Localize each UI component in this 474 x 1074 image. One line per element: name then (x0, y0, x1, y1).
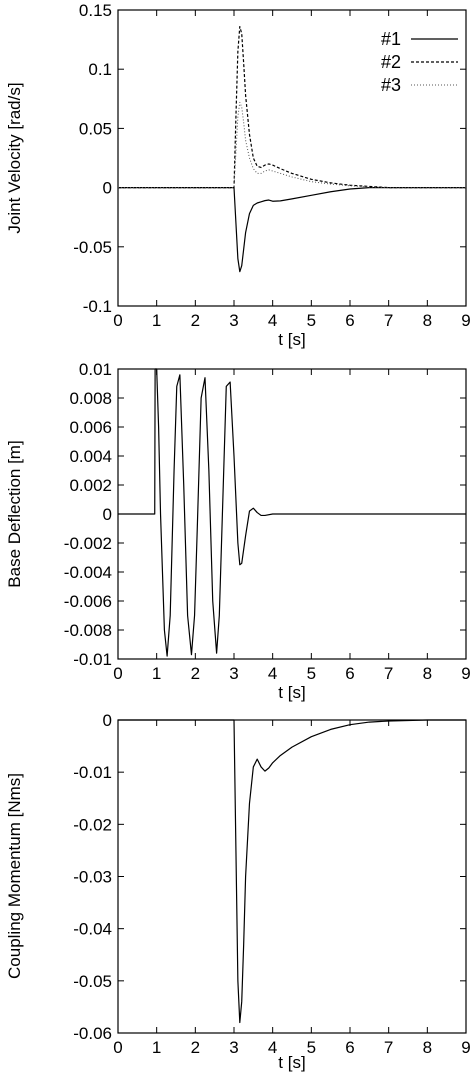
x-tick-label: 9 (461, 311, 470, 330)
y-tick-labels: -0.1 -0.05 0 0.05 0.1 0.15 (73, 1, 112, 316)
legend: #1 #2 #3 (381, 29, 458, 95)
legend-label-3: #3 (381, 75, 401, 95)
x-tick-label: 5 (307, 1038, 316, 1057)
x-tick-labels: 0 1 2 3 4 5 6 7 8 9 (113, 664, 470, 683)
y-tick-label: -0.02 (73, 815, 112, 834)
series-line-1 (118, 719, 466, 1024)
x-tick-label: 0 (113, 664, 122, 683)
y-tick-label: 0.05 (79, 119, 112, 138)
x-tick-label: 8 (423, 664, 432, 683)
y-tick-label: -0.008 (64, 621, 112, 640)
series-line-2 (118, 25, 466, 189)
y-tick-label: -0.01 (73, 650, 112, 669)
x-tick-labels: 0 1 2 3 4 5 6 7 8 9 (113, 1038, 470, 1057)
x-tick-label: 7 (384, 311, 393, 330)
y-tick-label: -0.002 (64, 534, 112, 553)
x-tick-label: 1 (152, 1038, 161, 1057)
plot-frame (117, 719, 467, 1034)
x-axis-label: t [s] (278, 683, 305, 702)
y-tick-labels: -0.06 -0.05 -0.04 -0.03 -0.02 -0.01 0 (73, 711, 112, 1043)
y-tick-label: -0.04 (73, 920, 112, 939)
x-tick-label: 7 (384, 664, 393, 683)
x-axis-label: t [s] (278, 330, 305, 349)
legend-label-1: #1 (381, 29, 401, 49)
y-tick-label: -0.03 (73, 868, 112, 887)
x-tick-label: 6 (345, 1038, 354, 1057)
series-line-1 (118, 187, 466, 273)
y-axis-label: Coupling Momentum [Nms] (5, 773, 24, 979)
x-tick-label: 4 (268, 664, 277, 683)
x-tick-label: 0 (113, 1038, 122, 1057)
series-line-3 (118, 101, 466, 189)
x-axis-label: t [s] (278, 1053, 305, 1072)
x-tick-label: 3 (229, 311, 238, 330)
x-tick-label: 1 (152, 664, 161, 683)
y-axis-label: Joint Velocity [rad/s] (5, 82, 24, 233)
x-tick-label: 7 (384, 1038, 393, 1057)
y-tick-label: 0 (103, 711, 112, 730)
tick-marks (117, 719, 467, 1034)
y-tick-label: 0.002 (69, 476, 112, 495)
x-tick-label: 6 (345, 311, 354, 330)
x-tick-label: 8 (423, 1038, 432, 1057)
joint-velocity-chart: 0 1 2 3 4 5 6 7 8 9 -0.1 -0.05 0 0.05 0.1 0.15 t [s] J… (5, 1, 471, 349)
x-tick-label: 4 (268, 311, 277, 330)
series-group (118, 368, 466, 657)
x-tick-label: 2 (191, 1038, 200, 1057)
x-tick-label: 5 (307, 311, 316, 330)
y-tick-label: 0.006 (69, 418, 112, 437)
y-tick-label: -0.006 (64, 592, 112, 611)
x-tick-label: 9 (461, 664, 470, 683)
y-tick-label: -0.1 (83, 297, 112, 316)
y-tick-label: -0.004 (64, 563, 112, 582)
y-tick-label: 0.004 (69, 447, 112, 466)
y-tick-label: 0.008 (69, 389, 112, 408)
y-tick-label: 0.15 (79, 1, 112, 20)
series-group (118, 719, 466, 1024)
x-tick-label: 4 (268, 1038, 277, 1057)
x-tick-label: 1 (152, 311, 161, 330)
x-tick-label: 3 (229, 664, 238, 683)
x-tick-labels: 0 1 2 3 4 5 6 7 8 9 (113, 311, 470, 330)
legend-label-2: #2 (381, 52, 401, 72)
y-tick-label: -0.06 (73, 1024, 112, 1043)
base-deflection-chart: 0 1 2 3 4 5 6 7 8 9 -0.01 -0.008 -0.006 -0.004 -0.002… (5, 360, 471, 702)
x-tick-label: 2 (191, 664, 200, 683)
y-tick-label: 0 (103, 179, 112, 198)
y-tick-label: -0.05 (73, 238, 112, 257)
plot-frame (117, 9, 467, 307)
x-tick-label: 3 (229, 1038, 238, 1057)
series-group (118, 25, 466, 273)
y-tick-label: 0.1 (88, 60, 112, 79)
y-tick-label: -0.01 (73, 763, 112, 782)
y-tick-labels: -0.01 -0.008 -0.006 -0.004 -0.002 0 0.002 0.004… (64, 360, 112, 669)
series-line-1 (118, 368, 466, 657)
y-tick-label: 0 (103, 505, 112, 524)
x-tick-label: 2 (191, 311, 200, 330)
x-tick-label: 0 (113, 311, 122, 330)
x-tick-label: 5 (307, 664, 316, 683)
y-tick-label: 0.01 (79, 360, 112, 379)
x-tick-label: 9 (461, 1038, 470, 1057)
y-tick-label: -0.05 (73, 972, 112, 991)
y-axis-label: Base Deflection [m] (5, 440, 24, 587)
tick-marks (117, 9, 467, 307)
x-tick-label: 6 (345, 664, 354, 683)
x-tick-label: 8 (423, 311, 432, 330)
